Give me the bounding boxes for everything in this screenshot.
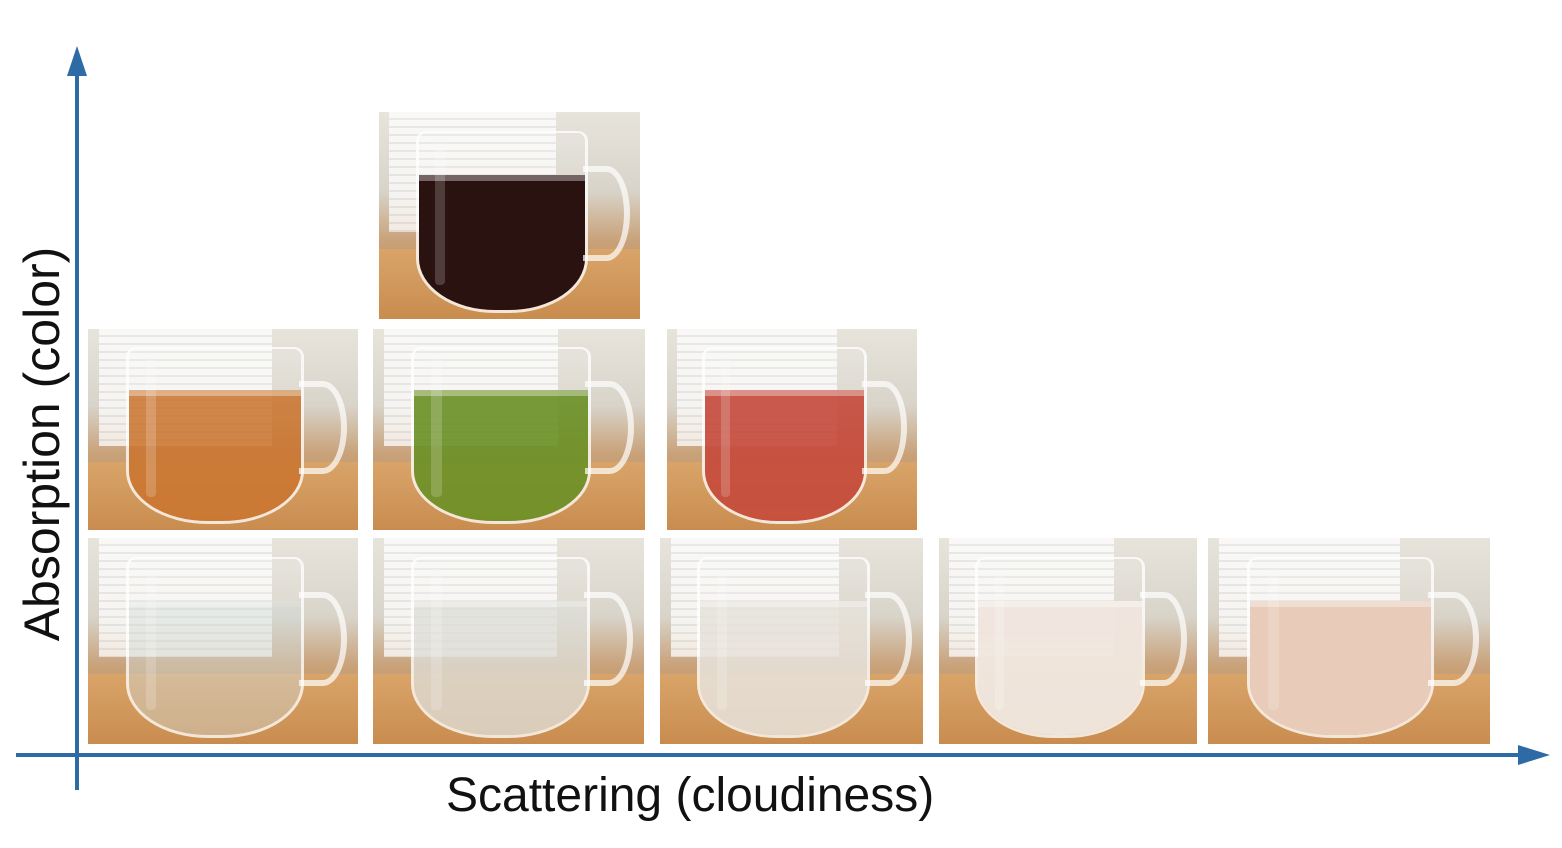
mug-green-tea [373, 329, 645, 530]
liquid [705, 390, 864, 521]
mug-cloudy [660, 538, 923, 744]
liquid [1250, 600, 1431, 735]
mug-very-cloudy [939, 538, 1197, 744]
mug-milky [1208, 538, 1490, 744]
mug-clear-water [88, 538, 358, 744]
liquid [128, 600, 301, 735]
liquid [418, 175, 585, 310]
mug-slightly-cloudy [373, 538, 644, 744]
liquid [128, 390, 301, 521]
liquid [413, 600, 587, 735]
x-axis-arrowhead [1518, 745, 1550, 765]
liquid [414, 390, 588, 521]
mug-red-tea [667, 329, 917, 530]
x-axis-label: Scattering (cloudiness) [446, 769, 935, 822]
mug-light-tea [88, 329, 358, 530]
y-axis-arrowhead [67, 46, 87, 76]
liquid [699, 600, 868, 735]
mug-dark-tea [379, 112, 640, 319]
liquid [978, 600, 1143, 735]
y-axis-label: Absorption (color) [14, 246, 70, 642]
